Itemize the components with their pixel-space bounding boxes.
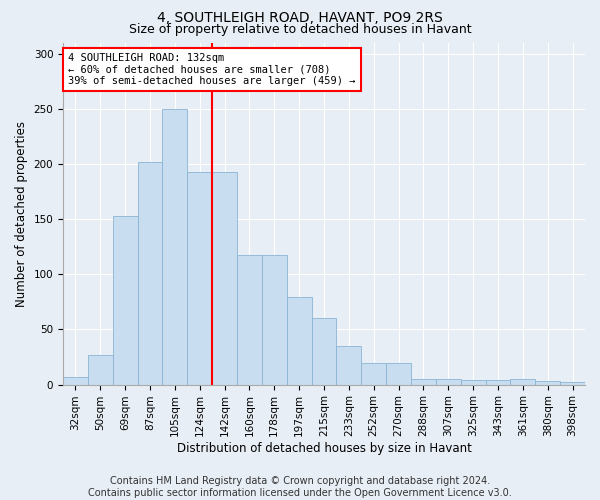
Bar bbox=[187, 172, 212, 384]
X-axis label: Distribution of detached houses by size in Havant: Distribution of detached houses by size … bbox=[176, 442, 472, 455]
Bar bbox=[311, 318, 337, 384]
Bar bbox=[436, 379, 461, 384]
Text: Contains HM Land Registry data © Crown copyright and database right 2024.
Contai: Contains HM Land Registry data © Crown c… bbox=[88, 476, 512, 498]
Y-axis label: Number of detached properties: Number of detached properties bbox=[15, 120, 28, 306]
Bar bbox=[535, 382, 560, 384]
Bar bbox=[485, 380, 511, 384]
Bar bbox=[361, 362, 386, 384]
Bar bbox=[113, 216, 137, 384]
Bar bbox=[63, 377, 88, 384]
Bar bbox=[511, 379, 535, 384]
Text: 4, SOUTHLEIGH ROAD, HAVANT, PO9 2RS: 4, SOUTHLEIGH ROAD, HAVANT, PO9 2RS bbox=[157, 12, 443, 26]
Bar bbox=[262, 256, 287, 384]
Bar bbox=[137, 162, 163, 384]
Bar bbox=[560, 382, 585, 384]
Bar bbox=[237, 256, 262, 384]
Text: 4 SOUTHLEIGH ROAD: 132sqm
← 60% of detached houses are smaller (708)
39% of semi: 4 SOUTHLEIGH ROAD: 132sqm ← 60% of detac… bbox=[68, 53, 356, 86]
Bar bbox=[88, 355, 113, 384]
Bar bbox=[212, 172, 237, 384]
Bar bbox=[386, 362, 411, 384]
Text: Size of property relative to detached houses in Havant: Size of property relative to detached ho… bbox=[128, 22, 472, 36]
Bar bbox=[337, 346, 361, 385]
Bar bbox=[411, 379, 436, 384]
Bar bbox=[163, 108, 187, 384]
Bar bbox=[287, 298, 311, 384]
Bar bbox=[461, 380, 485, 384]
